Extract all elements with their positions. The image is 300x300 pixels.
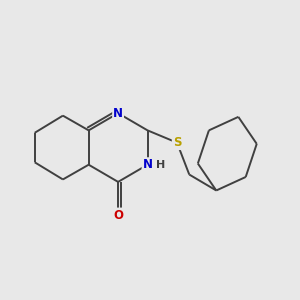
- Text: N: N: [142, 158, 152, 171]
- Text: H: H: [156, 160, 166, 170]
- Text: O: O: [113, 208, 123, 221]
- Text: N: N: [113, 107, 123, 120]
- Text: S: S: [173, 136, 181, 149]
